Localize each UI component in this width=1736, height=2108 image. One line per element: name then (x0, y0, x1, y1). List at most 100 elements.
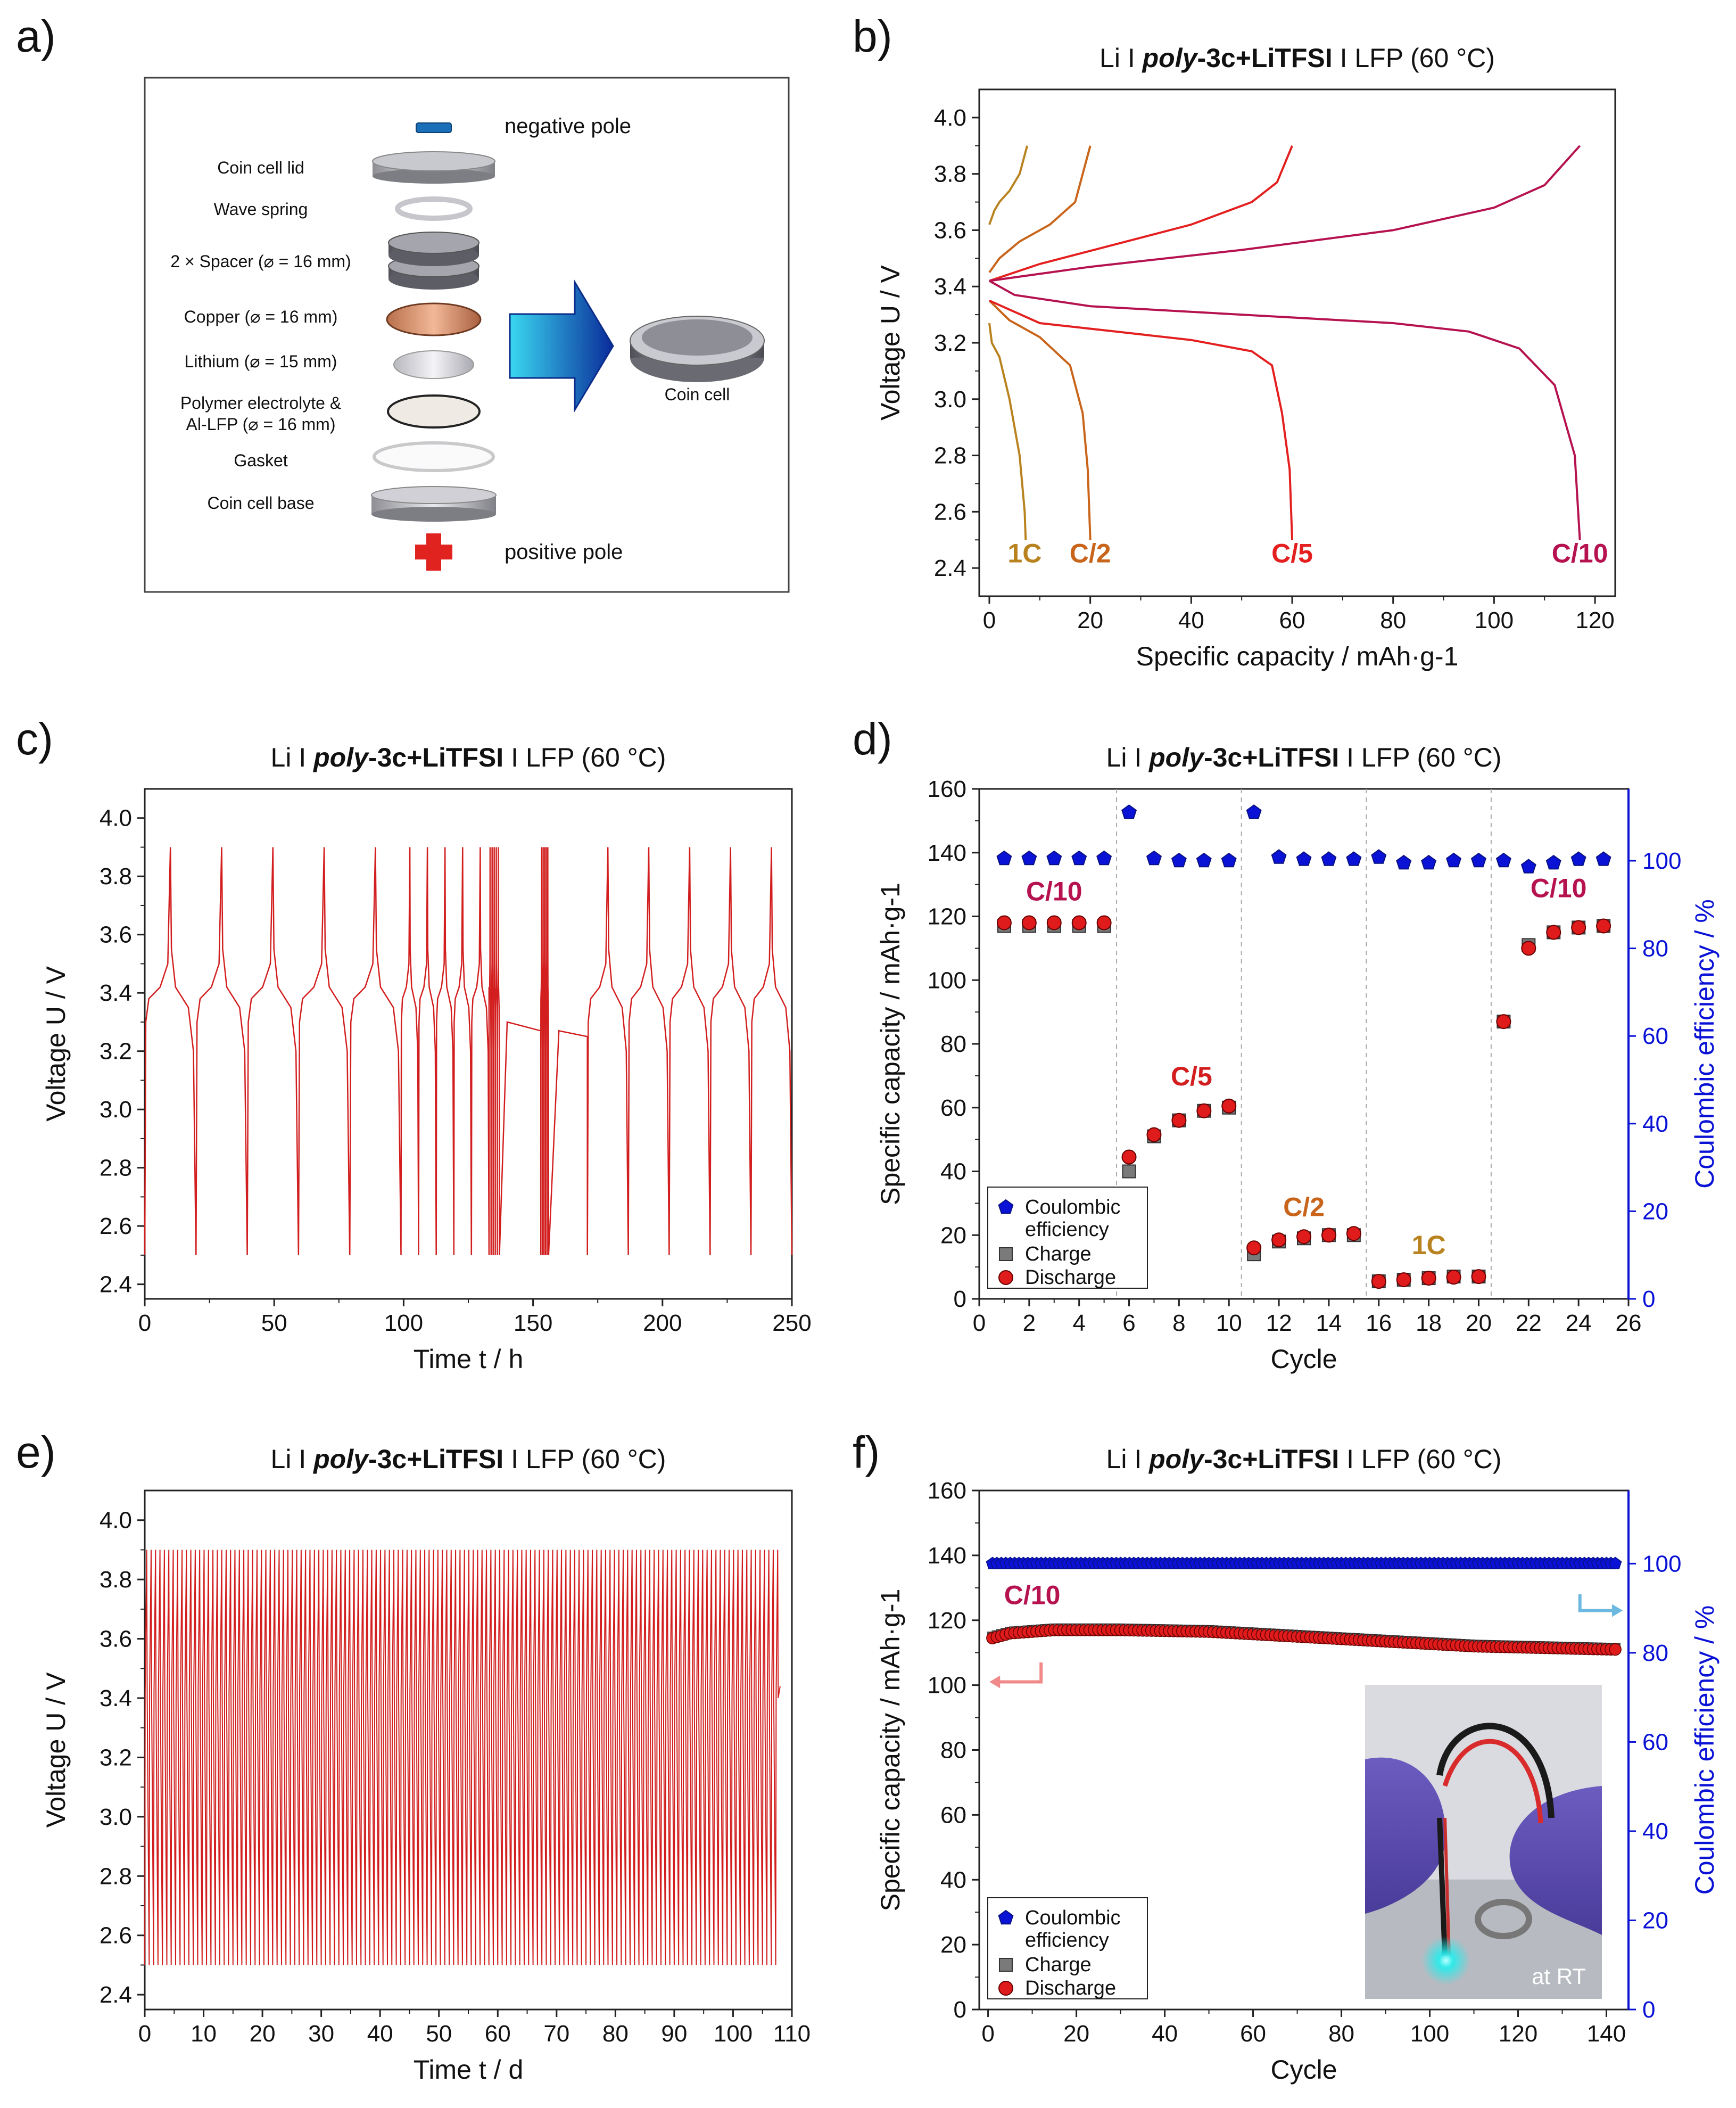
legend-discharge-marker (998, 1981, 1013, 1996)
y-tick-label: 80 (940, 1031, 966, 1057)
x-axis-label-d: Cycle (1270, 1344, 1337, 1374)
title-part-salt: -3c+LiTFSI (1204, 743, 1339, 772)
lithium-disc-icon (393, 350, 474, 379)
x-tick-label: 50 (426, 2021, 452, 2047)
y2-tick-label: 60 (1642, 1729, 1668, 1755)
positive-pole-icon (415, 533, 452, 571)
lid-icon (372, 151, 495, 184)
discharge-point (1021, 915, 1037, 931)
x-tick-label: 10 (191, 2021, 217, 2047)
plot-frame-c (144, 788, 793, 1300)
discharge-point (1246, 1240, 1262, 1256)
inset-photo: at RT (1365, 1685, 1602, 1999)
y-tick-label: 2.4 (100, 1272, 132, 1298)
x-tick-label: 24 (1566, 1310, 1592, 1336)
ce-point (1396, 854, 1412, 870)
ce-point (1470, 852, 1486, 868)
x-tick-label: 40 (1178, 607, 1204, 633)
copper-disc-icon (386, 302, 482, 336)
red-wire (1442, 1739, 1543, 1824)
ce-point (1221, 852, 1237, 868)
rate-label-3: 1C (1412, 1230, 1446, 1260)
x-tick-label: 80 (1328, 2021, 1354, 2047)
legend-ce-label-2: efficiency (1025, 1218, 1109, 1241)
y-axis-label-e: Voltage U / V (41, 1672, 71, 1827)
y-tick-label: 3.0 (100, 1804, 132, 1830)
panel-letter-b: b) (853, 11, 892, 61)
y-tick-label: 20 (940, 1222, 966, 1248)
y-tick-label: 100 (928, 967, 966, 993)
chart-title-e: Li I poly-3c+LiTFSI I LFP (60 °C) (271, 1444, 666, 1474)
y-tick-label: 4.0 (934, 105, 966, 131)
rate-label-1: C/5 (1171, 1061, 1212, 1091)
curve-label-C/5: C/5 (1271, 539, 1313, 569)
discharge-point (1321, 1228, 1336, 1243)
x-tick-label: 6 (1122, 1310, 1135, 1336)
y-tick-label: 60 (940, 1802, 966, 1828)
ce-point (1021, 850, 1037, 866)
panel-letter-a: a) (16, 11, 56, 61)
left-axis-arrowhead-icon (989, 1675, 1001, 1689)
curve-discharge-C/2 (988, 300, 1092, 540)
ce-point (1608, 1557, 1622, 1569)
title-part-prefix: Li I (1100, 43, 1143, 73)
ce-point (1071, 850, 1087, 866)
y-tick-label: 2.6 (100, 1213, 132, 1239)
x-tick-label: 40 (367, 2021, 393, 2047)
y-tick-label: 3.4 (934, 274, 966, 300)
x-tick-label: 26 (1616, 1310, 1642, 1336)
x-tick-label: 140 (1587, 2021, 1626, 2047)
discharge-point (1346, 1226, 1361, 1241)
x-tick-label: 150 (514, 1310, 552, 1336)
x-tick-label: 8 (1172, 1310, 1185, 1336)
title-part-poly: poly (312, 743, 369, 772)
legend-ce-label: Coulombic (1025, 1196, 1121, 1218)
curve-charge-C/10 (989, 145, 1581, 282)
discharge-point (1046, 915, 1062, 931)
spacer-icon (388, 232, 480, 290)
chart-b-voltage-profiles: Li I poly-3c+LiTFSI I LFP (60 °C) 0 20 40 60… (875, 43, 1616, 671)
y-tick-label: 3.4 (100, 1685, 132, 1711)
chart-c-time-profile: Li I poly-3c+LiTFSI I LFP (60 °C) 0 50 100 1… (41, 743, 812, 1374)
gasket-icon (373, 441, 495, 472)
x-tick-label: 250 (772, 1310, 811, 1336)
title-part-prefix: Li I (1106, 743, 1150, 772)
ce-point (1246, 804, 1262, 819)
y2-tick-label: 100 (1642, 1551, 1681, 1577)
x-tick-label: 80 (602, 2021, 629, 2047)
discharge-point (1571, 920, 1586, 935)
y-tick-label: 3.8 (100, 863, 132, 890)
x-tick-label: 0 (973, 1310, 986, 1336)
part-label-base: Coin cell base (208, 493, 315, 513)
y-tick-label: 3.4 (100, 980, 132, 1006)
chart-title-c: Li I poly-3c+LiTFSI I LFP (60 °C) (271, 743, 666, 772)
legend-discharge-label: Discharge (1025, 1266, 1116, 1289)
y-tick-label: 3.8 (934, 161, 966, 187)
y-tick-label: 3.6 (934, 217, 966, 243)
voltage-trace-e (144, 1550, 781, 1965)
part-label-spring: Wave spring (214, 200, 308, 219)
y2-tick-label: 40 (1642, 1111, 1668, 1137)
legend-ce-label-2: efficiency (1025, 1929, 1109, 1951)
discharge-point (1596, 918, 1611, 934)
discharge-point (1171, 1113, 1187, 1128)
ce-point (1545, 854, 1561, 870)
curve-discharge-1C (988, 323, 1027, 540)
right-glove (1509, 1786, 1602, 1935)
assembly-arrow-icon (509, 279, 614, 413)
chart-e-long-cycling: Li I poly-3c+LiTFSI I LFP (60 °C) 0 10 20 30… (41, 1444, 811, 2085)
curve-charge-1C (988, 145, 1029, 225)
discharge-point (1371, 1274, 1386, 1289)
curve-discharge-C/5 (989, 299, 1293, 540)
title-part-suffix: I LFP (60 °C) (1339, 743, 1501, 772)
title-part-salt: -3c+LiTFSI (368, 743, 503, 772)
y-tick-label: 3.6 (100, 1626, 132, 1652)
title-part-salt: -3c+LiTFSI (1197, 43, 1332, 73)
base-icon (371, 486, 497, 522)
y-tick-label: 40 (940, 1867, 966, 1893)
chart-f-long-term-capacity: Li I poly-3c+LiTFSI I LFP (60 °C) 0 20 40 60… (875, 1444, 1720, 2085)
ce-point (1596, 851, 1611, 866)
discharge-point (1221, 1098, 1237, 1114)
title-part-prefix: Li I (1106, 1444, 1150, 1474)
